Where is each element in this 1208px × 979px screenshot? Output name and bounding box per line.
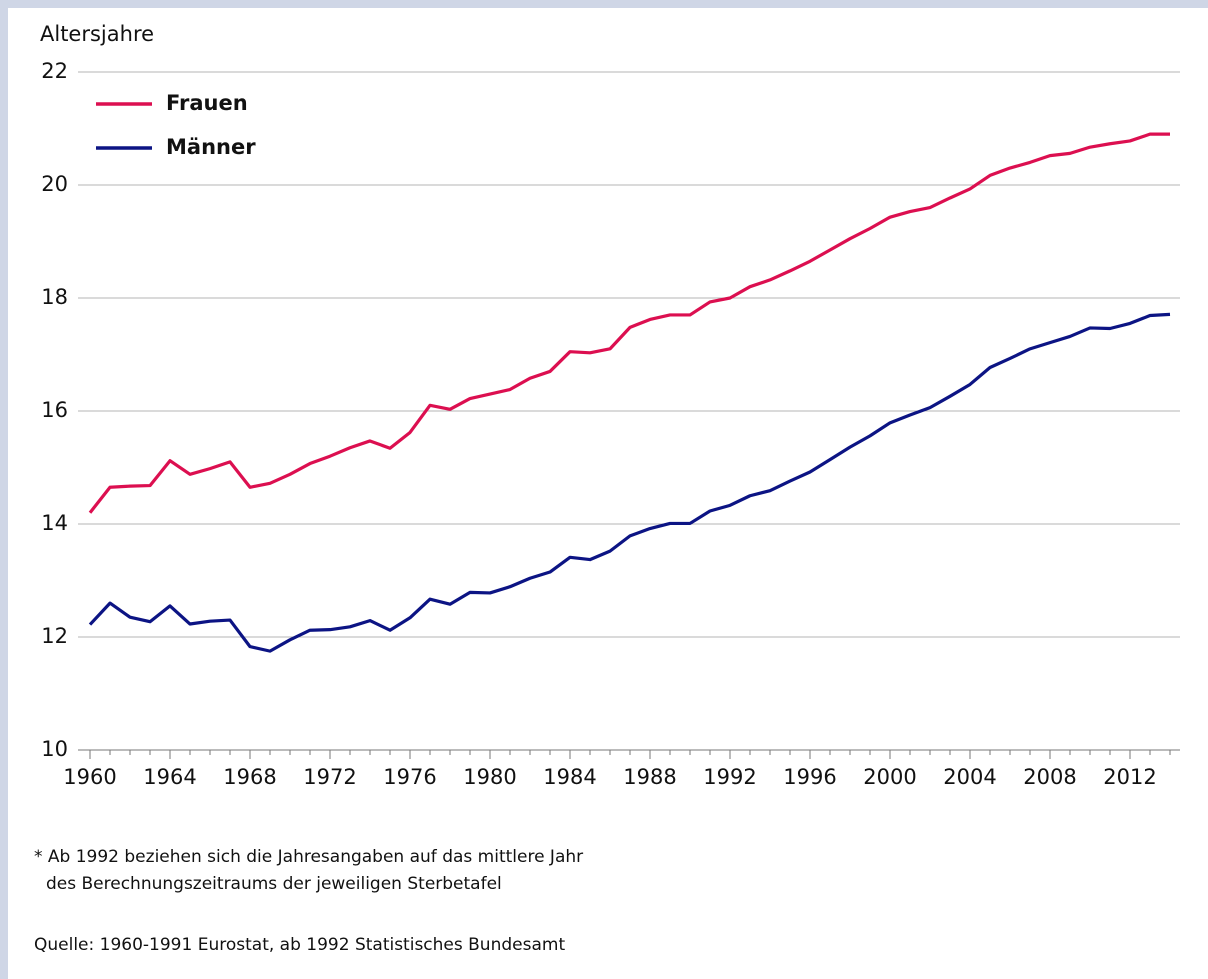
x-tick-label: 1968 [223,765,276,789]
note: des Berechnungszeitraums der jeweiligen … [46,874,502,894]
x-tick-label: 2000 [863,765,916,789]
y-tick-label: 16 [41,398,68,422]
legend-label: Frauen [166,91,248,115]
x-tick-label: 1984 [543,765,596,789]
y-tick-label: 12 [41,624,68,648]
x-tick-label: 1976 [383,765,436,789]
y-tick-label: 10 [41,737,68,761]
x-tick-label: 1960 [63,765,116,789]
x-tick-label: 1972 [303,765,356,789]
x-tick-label: 2004 [943,765,996,789]
y-tick-label: 22 [41,59,68,83]
x-tick-label: 1996 [783,765,836,789]
note: * Ab 1992 beziehen sich die Jahresangabe… [34,847,583,867]
x-tick-label: 1964 [143,765,196,789]
x-tick-label: 1992 [703,765,756,789]
line [88,312,1171,653]
y-tick-label: 20 [41,172,68,196]
line [88,132,1170,514]
x-tick-label: 2008 [1023,765,1076,789]
y-tick-label: 18 [41,285,68,309]
y-tick-label: 14 [41,511,68,535]
source: Quelle: 1960-1991 Eurostat, ab 1992 Stat… [34,935,565,955]
chart: Altersjahre * Ab 1992 beziehen sich die … [8,8,1208,979]
x-tick-label: 1988 [623,765,676,789]
x-tick-label: 1980 [463,765,516,789]
legend-label: Männer [166,135,256,159]
x-tick-label: 2012 [1103,765,1156,789]
y-axis-label: Altersjahre [40,22,154,46]
